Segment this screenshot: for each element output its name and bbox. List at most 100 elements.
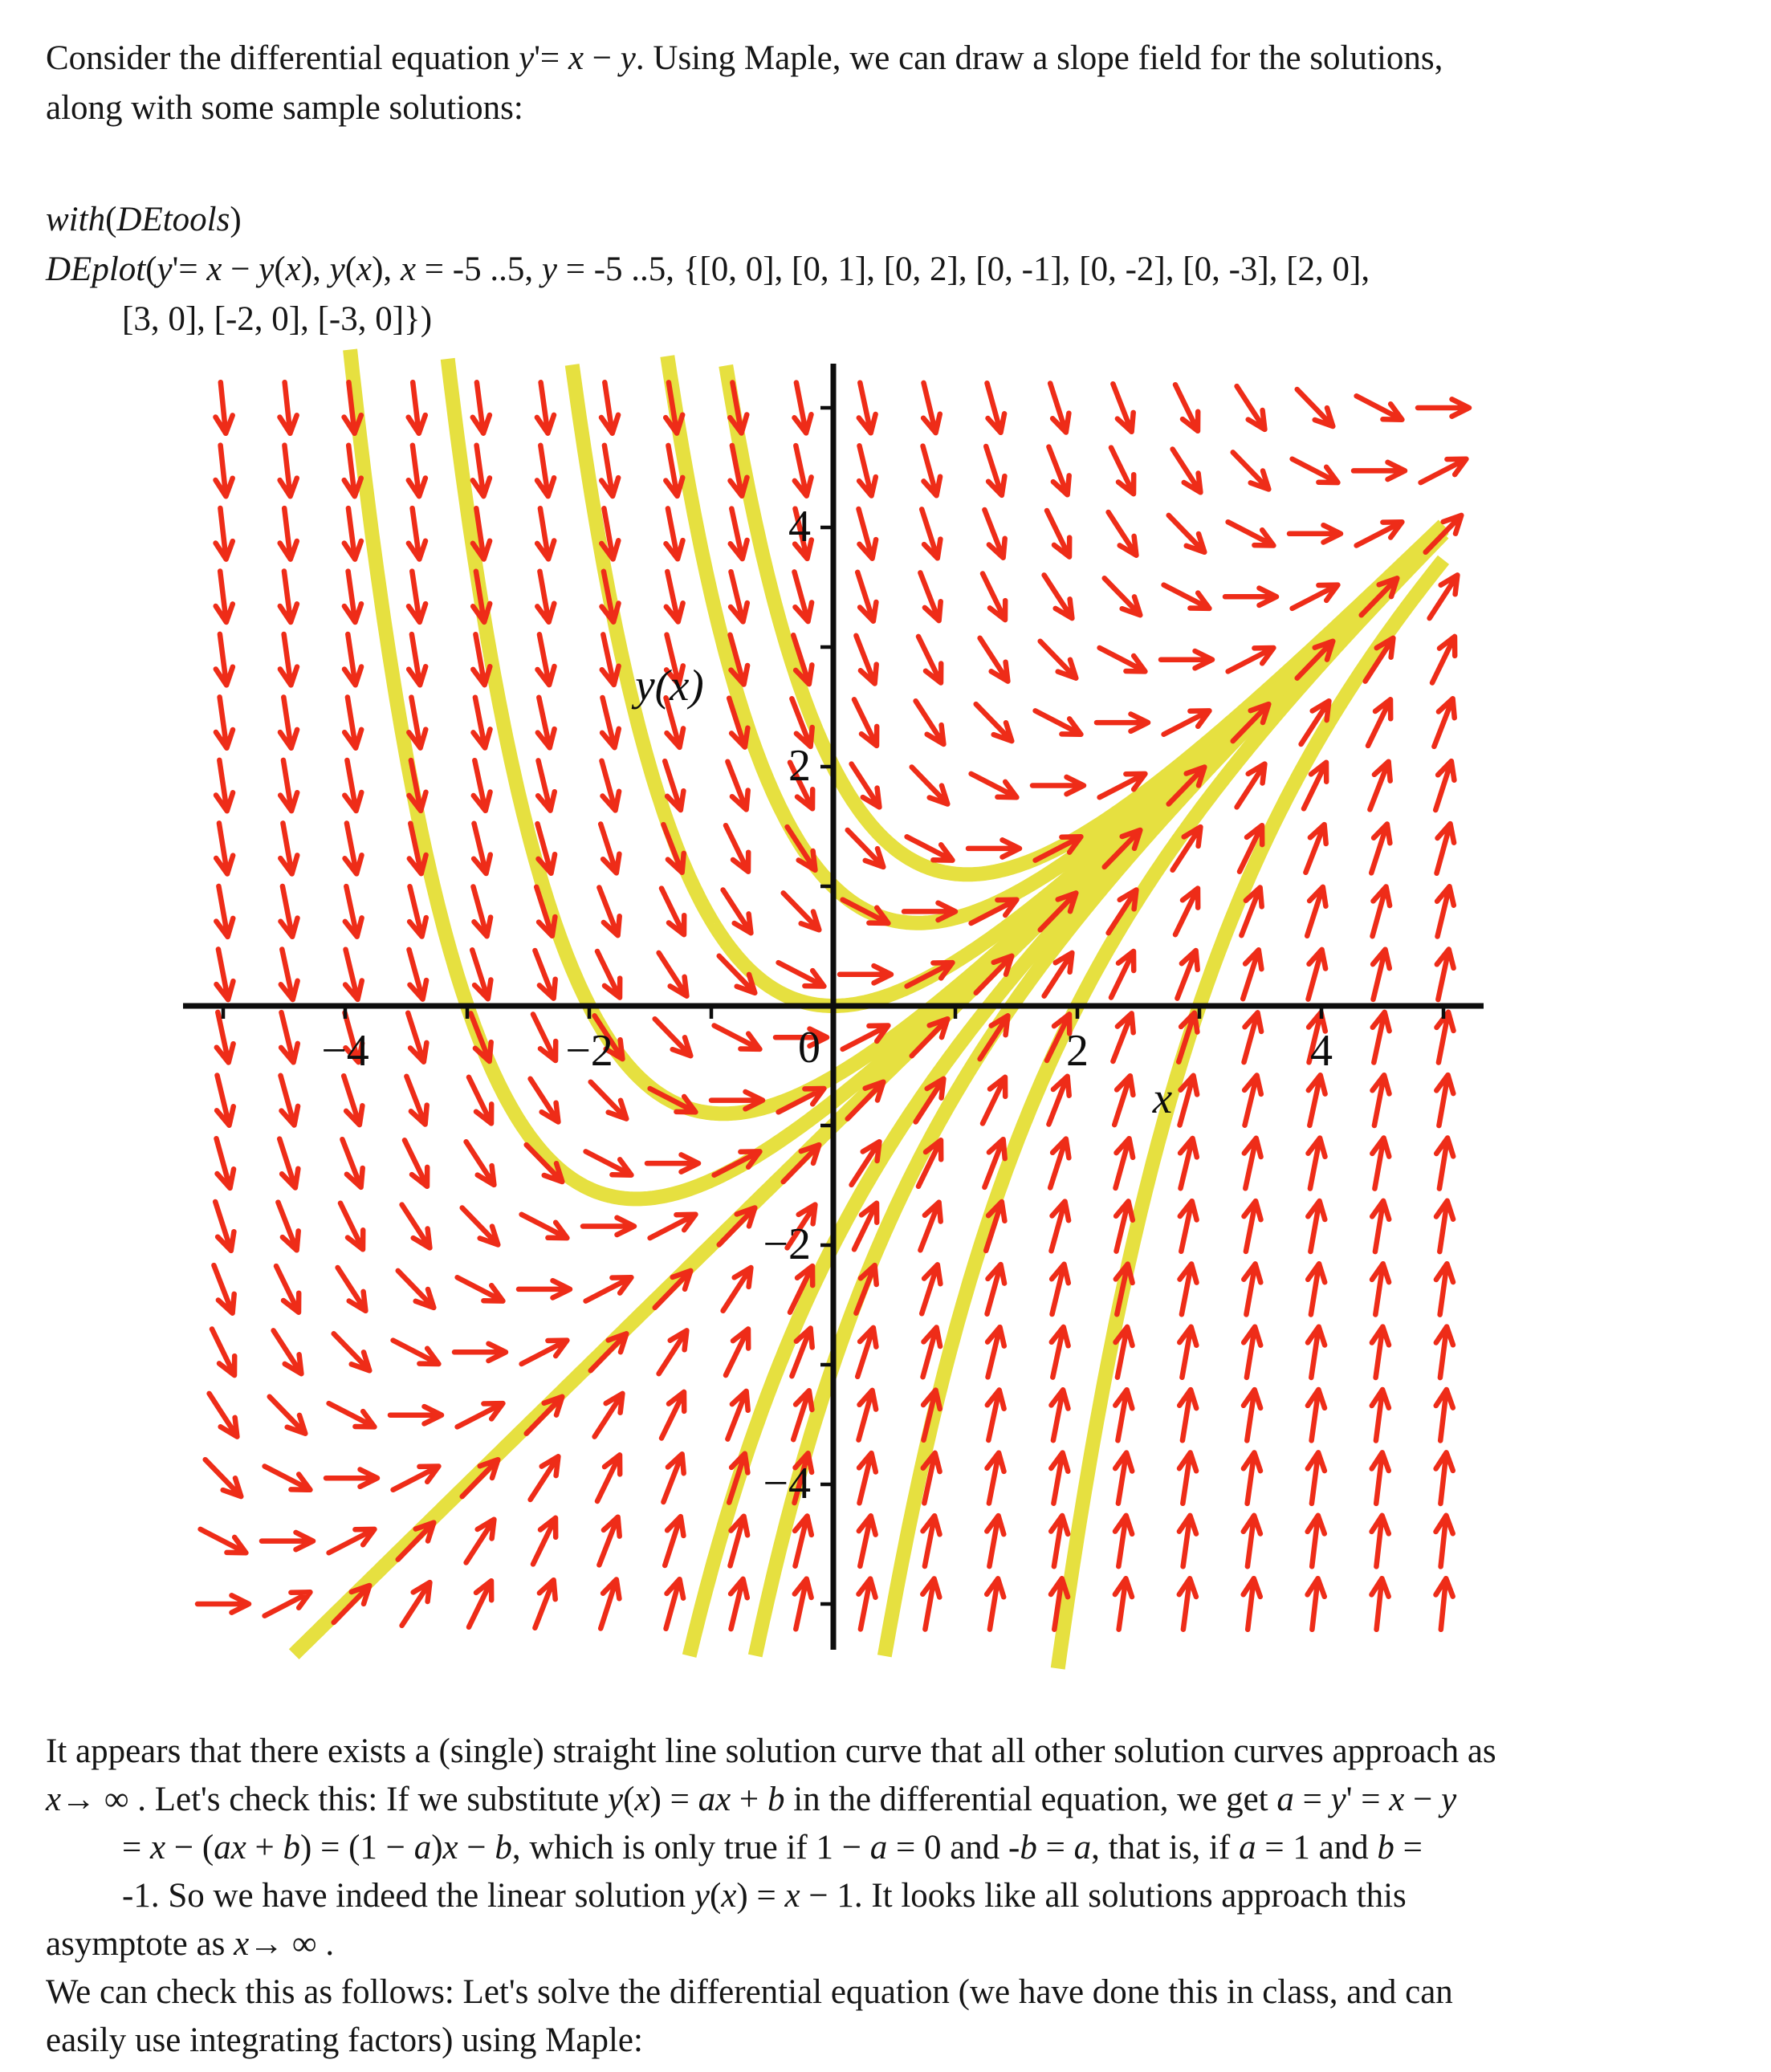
- slope-arrow: [583, 1274, 634, 1304]
- maple-input-line: [3, 0], [-2, 0], [-3, 0]}): [122, 300, 433, 338]
- slope-arrow: [588, 1331, 629, 1374]
- slope-arrow: [451, 1341, 509, 1364]
- slope-arrow: [399, 1579, 433, 1629]
- slope-arrow: [406, 884, 430, 939]
- y-tick-label: 4: [788, 502, 811, 552]
- slope-arrow: [468, 1011, 494, 1064]
- slope-arrow: [984, 1387, 1007, 1443]
- slope-arrow: [851, 1200, 880, 1252]
- slope-arrow: [1037, 890, 1079, 933]
- slope-arrow: [840, 897, 891, 926]
- slope-arrow: [1370, 1135, 1392, 1191]
- slope-arrow: [1047, 1136, 1072, 1191]
- slope-arrow: [470, 694, 493, 751]
- slope-arrow: [656, 1328, 690, 1377]
- slope-arrow: [341, 631, 364, 688]
- slope-arrow: [594, 1452, 623, 1504]
- slope-arrow: [532, 947, 558, 1001]
- slope-arrow: [983, 1199, 1008, 1254]
- slope-arrow: [1112, 1512, 1135, 1569]
- slope-arrow: [267, 1394, 308, 1436]
- slope-arrow: [337, 1200, 366, 1252]
- slope-arrow: [1041, 950, 1075, 999]
- slope-arrow: [787, 759, 816, 812]
- slope-arrow: [1354, 393, 1405, 422]
- slope-arrow: [1367, 759, 1393, 812]
- slope-arrow: [1305, 1073, 1328, 1129]
- slope-arrow: [277, 631, 300, 688]
- slope-arrow: [789, 1325, 815, 1379]
- slope-arrow: [1176, 1576, 1199, 1632]
- slope-arrow: [909, 764, 951, 807]
- slope-arrow: [1369, 1260, 1392, 1317]
- slope-arrow: [920, 1576, 942, 1632]
- slope-arrow: [1350, 459, 1408, 482]
- slope-arrow: [1230, 450, 1272, 492]
- slope-arrow: [1113, 1135, 1136, 1191]
- slope-arrow: [792, 506, 815, 562]
- slope-arrow: [335, 1264, 368, 1314]
- slope-arrow: [856, 506, 879, 561]
- slope-arrow: [401, 1138, 430, 1190]
- slope-arrow: [920, 1325, 943, 1380]
- slope-arrow: [599, 758, 622, 813]
- slope-arrow: [211, 1262, 237, 1316]
- slope-arrow: [913, 1076, 947, 1125]
- slope-arrow: [599, 506, 621, 562]
- slope-arrow: [1236, 822, 1265, 874]
- slope-arrow: [647, 1085, 698, 1115]
- slope-arrow: [405, 505, 429, 562]
- slope-arrow: [1370, 884, 1393, 939]
- slope-arrow: [213, 568, 236, 625]
- slope-arrow: [405, 1010, 430, 1064]
- slope-arrow: [341, 694, 364, 751]
- slope-arrow: [466, 1074, 495, 1126]
- slope-arrow: [915, 1138, 944, 1190]
- slope-arrow: [1241, 1261, 1264, 1317]
- slope-arrow: [1239, 885, 1264, 938]
- slope-arrow: [845, 1079, 886, 1121]
- slope-arrow: [1110, 381, 1136, 435]
- slope-arrow: [1176, 1512, 1199, 1569]
- slope-arrow: [454, 1274, 506, 1304]
- slope-arrow: [784, 824, 818, 873]
- slope-arrow: [262, 1463, 313, 1493]
- slope-arrow: [470, 884, 494, 939]
- slope-arrow: [214, 1009, 236, 1065]
- slope-arrow: [213, 442, 235, 499]
- slope-arrow: [213, 694, 236, 751]
- slope-arrow: [920, 1512, 942, 1569]
- slope-arrow: [1048, 1576, 1071, 1632]
- slope-arrow: [527, 1454, 561, 1503]
- slope-arrow: [1225, 519, 1276, 548]
- slope-arrow: [1112, 1450, 1135, 1506]
- slope-arrow: [977, 1013, 1011, 1062]
- slope-arrow: [1305, 1261, 1328, 1317]
- slope-arrow: [459, 1456, 501, 1500]
- slope-arrow: [790, 632, 815, 687]
- slope-arrow: [792, 1513, 815, 1569]
- paragraph-line: asymptote as x→ ∞ .: [46, 1925, 335, 1963]
- slope-arrow: [1418, 456, 1469, 486]
- slope-arrow: [1029, 774, 1087, 797]
- slope-arrow: [792, 1451, 815, 1506]
- slope-arrow: [1177, 1324, 1199, 1381]
- slope-arrow: [727, 632, 751, 687]
- slope-arrow: [395, 1268, 437, 1311]
- slope-arrow: [1240, 947, 1264, 1002]
- slope-arrow: [469, 947, 494, 1002]
- slope-arrow: [390, 1463, 442, 1493]
- slope-arrow: [1175, 1010, 1200, 1064]
- slope-arrow: [780, 1142, 822, 1185]
- slope-arrow: [1044, 1012, 1073, 1064]
- slope-arrow: [1434, 884, 1457, 939]
- slope-arrow: [853, 633, 879, 686]
- slope-arrow: [213, 631, 236, 688]
- x-tick-label: 4: [1310, 1026, 1333, 1076]
- slope-arrow: [915, 633, 944, 686]
- y-tick-label: 2: [788, 741, 811, 791]
- slope-arrow: [1170, 824, 1203, 873]
- slope-arrow: [406, 946, 430, 1002]
- slope-arrow: [598, 442, 621, 499]
- slope-arrow: [535, 694, 557, 751]
